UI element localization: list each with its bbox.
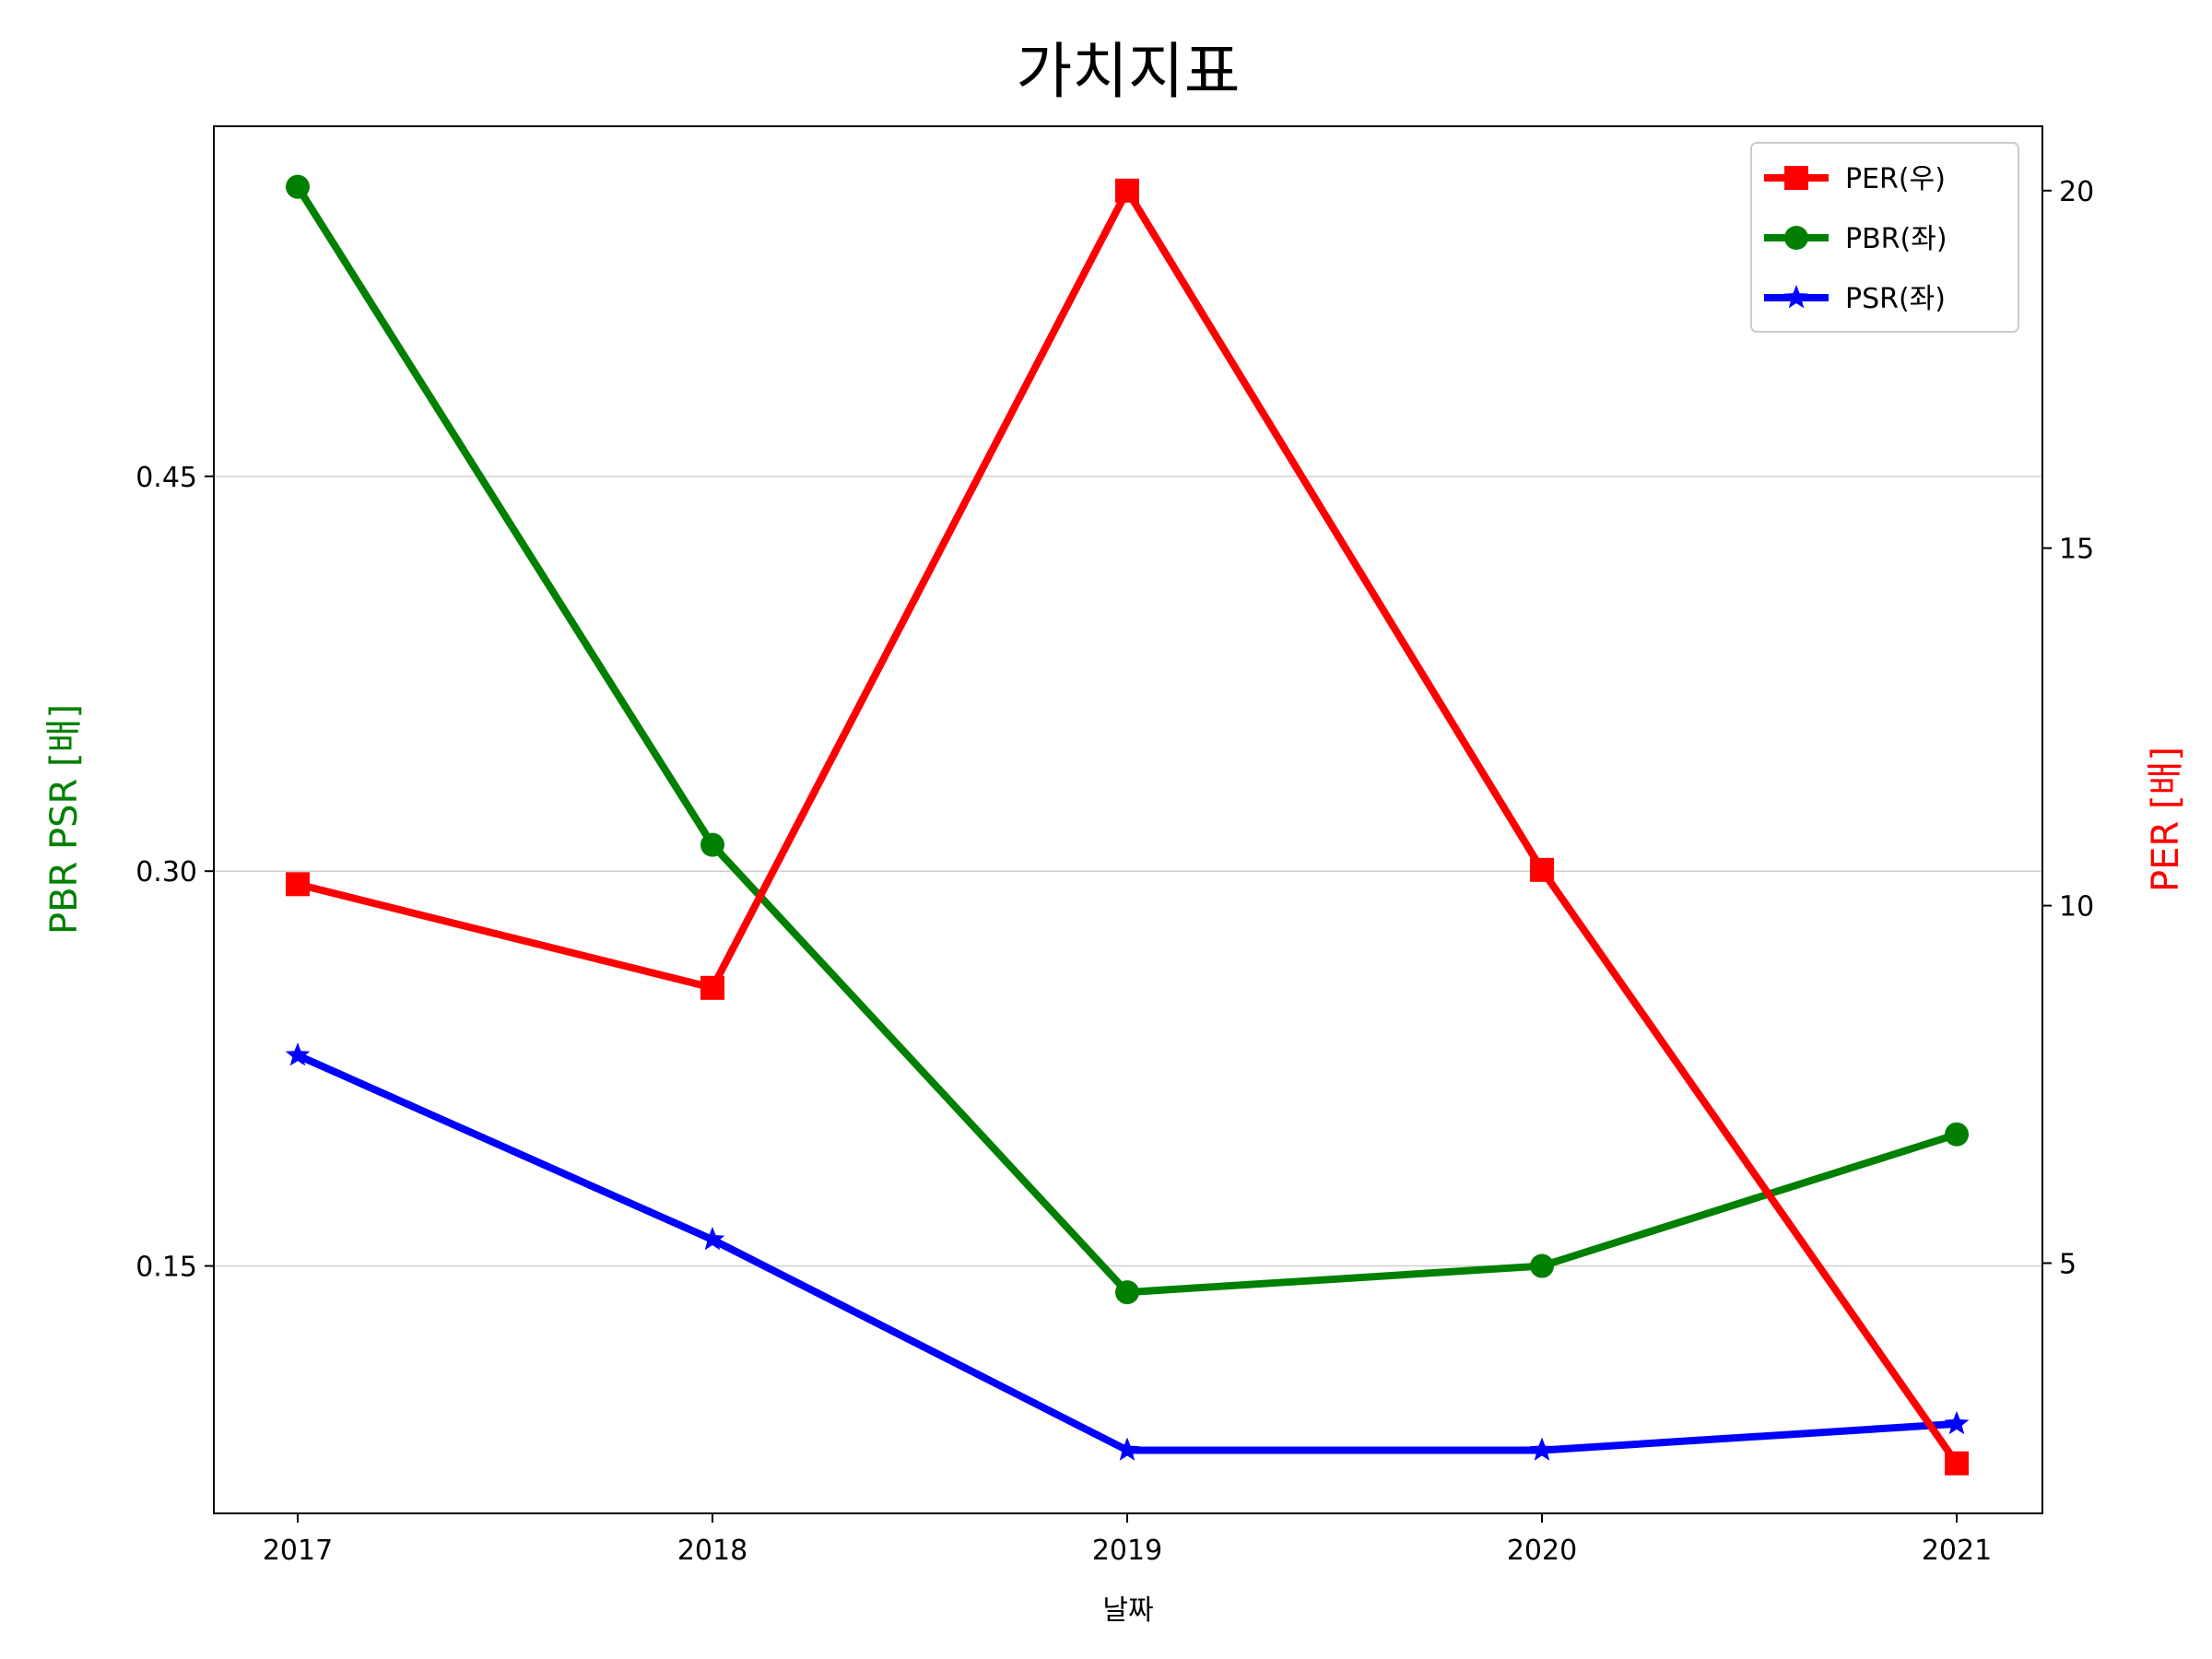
- data-point-marker: [1945, 1122, 1969, 1147]
- axes: 2017 2018 2019 2020 2021 0.15 0.30 0.45 5 10 15 20: [135, 176, 2094, 1567]
- data-point-marker: [700, 1227, 725, 1251]
- legend-marker: [1784, 226, 1808, 250]
- y-right-tick-label: 5: [2059, 1248, 2077, 1280]
- data-point-marker: [1944, 1410, 1970, 1435]
- series-PSR(좌): [285, 1042, 1970, 1461]
- data-point-marker: [1529, 1437, 1555, 1461]
- data-point-marker: [1945, 1451, 1969, 1476]
- legend-item: PBR(좌): [1764, 223, 1947, 255]
- y-axis-right-label: PER [배]: [2145, 747, 2187, 892]
- legend-marker: [1784, 166, 1808, 190]
- x-tick-label: 2017: [263, 1535, 333, 1567]
- y-left-tick-label: 0.15: [135, 1252, 197, 1284]
- series-PBR(좌): [286, 174, 1969, 1305]
- data-point-marker: [1115, 1280, 1139, 1305]
- series-lines: [285, 174, 1970, 1476]
- x-tick-label: 2021: [1922, 1535, 1992, 1567]
- legend-item: PSR(좌): [1764, 283, 1946, 315]
- y-left-tick-label: 0.45: [135, 462, 197, 494]
- y-right-tick-label: 15: [2059, 534, 2094, 566]
- data-point-marker: [700, 832, 724, 857]
- legend-label: PBR(좌): [1845, 223, 1947, 255]
- legend-marker: [1783, 285, 1809, 309]
- data-point-marker: [1114, 1437, 1140, 1461]
- grid-lines: [214, 476, 2042, 1267]
- data-point-marker: [700, 975, 724, 1000]
- x-tick-label: 2019: [1092, 1535, 1162, 1567]
- data-point-marker: [286, 174, 310, 199]
- y-right-tick-label: 10: [2059, 891, 2094, 924]
- legend-box: [1750, 142, 2019, 333]
- x-tick-label: 2020: [1507, 1535, 1577, 1567]
- legend-item: PER(우): [1764, 163, 1946, 195]
- legend-label: PER(우): [1845, 163, 1946, 195]
- series-PER(우): [286, 178, 1969, 1476]
- legend: PER(우) PBR(좌) PSR(좌): [1750, 142, 2019, 333]
- data-point-marker: [1115, 178, 1139, 203]
- x-axis-label: 날짜: [1102, 1594, 1153, 1627]
- data-point-marker: [286, 872, 310, 897]
- y-left-tick-label: 0.30: [135, 856, 197, 888]
- legend-label: PSR(좌): [1845, 283, 1946, 315]
- x-tick-label: 2018: [677, 1535, 747, 1567]
- y-axis-left-label: PBR PSR [배]: [43, 704, 86, 935]
- data-point-marker: [1530, 857, 1554, 882]
- chart-title: 가치지표: [1017, 36, 1241, 107]
- y-right-tick-label: 20: [2059, 176, 2094, 208]
- data-point-marker: [1530, 1253, 1554, 1278]
- data-point-marker: [285, 1042, 311, 1066]
